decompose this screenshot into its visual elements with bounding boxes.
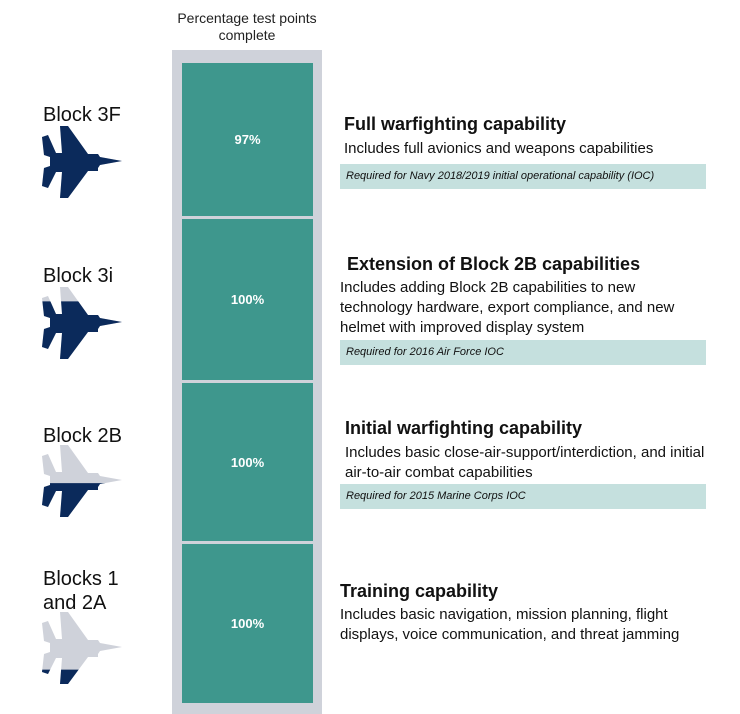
block-1-2a-description: Includes basic navigation, mission plann… bbox=[340, 606, 680, 643]
block-2b-title: Initial warfighting capability bbox=[345, 418, 583, 438]
block-2b-percent: 100% bbox=[182, 383, 313, 541]
block-1-2a-title: Training capability bbox=[340, 581, 499, 601]
block-3i-label: Block 3i bbox=[43, 265, 114, 287]
block-3f-percent: 97% bbox=[182, 63, 313, 216]
block-3i-note: Required for 2016 Air Force IOC bbox=[340, 340, 706, 365]
block-3f-title: Full warfighting capability bbox=[344, 114, 567, 134]
block-2b-description: Includes basic close-air-support/interdi… bbox=[345, 444, 705, 481]
block-3f-note: Required for Navy 2018/2019 initial oper… bbox=[340, 164, 706, 189]
block-3i-description: Includes adding Block 2B capabilities to… bbox=[340, 279, 675, 336]
block-3f-description: Includes full avionics and weapons capab… bbox=[344, 140, 654, 157]
jet-icon bbox=[42, 612, 122, 684]
jet-icon bbox=[42, 287, 122, 359]
block-3i-percent: 100% bbox=[182, 219, 313, 380]
block-3i-title: Extension of Block 2B capabilities bbox=[347, 254, 641, 274]
block-1-2a-percent: 100% bbox=[182, 544, 313, 703]
jet-icon bbox=[42, 126, 122, 198]
block-2b-label: Block 2B bbox=[43, 425, 122, 447]
jet-icon bbox=[42, 445, 122, 517]
block-3f-label: Block 3F bbox=[43, 104, 121, 126]
block-2b-note: Required for 2015 Marine Corps IOC bbox=[340, 484, 706, 509]
block-1-2a-label: Blocks 1 and 2A bbox=[43, 568, 119, 614]
column-header: Percentage test points complete bbox=[177, 10, 317, 43]
